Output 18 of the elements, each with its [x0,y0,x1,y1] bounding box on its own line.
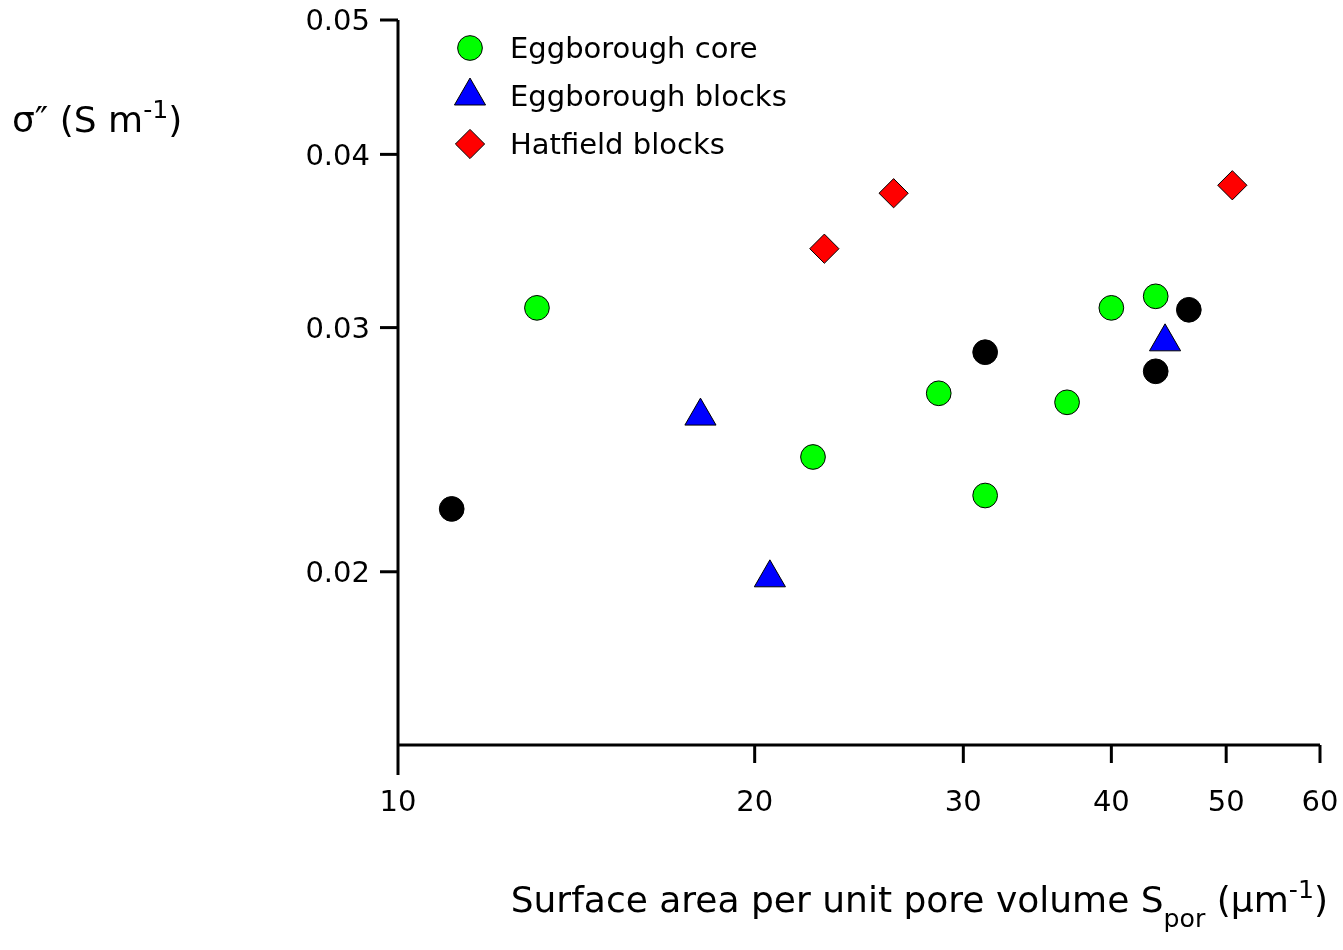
legend-label: Eggborough core [510,31,758,66]
legend-label: Hatfield blocks [510,127,725,162]
y-tick-label: 0.02 [305,554,370,589]
x-tick-label: 60 [1301,784,1339,818]
legend-entry: Eggborough core [457,31,758,66]
y-tick-label: 0.03 [305,310,370,345]
y-tick-label: 0.05 [305,3,370,38]
legend-label: Eggborough blocks [510,79,787,114]
x-tick-label: 50 [1207,784,1245,818]
x-tick-label: 20 [736,784,774,818]
legend-entry: Eggborough blocks [453,77,787,114]
legend-entry: Hatfield blocks [454,127,725,162]
x-tick-label: 30 [944,784,982,818]
y-tick-label: 0.04 [305,137,370,172]
x-axis-title: Surface area per unit pore volume S$_{por}$ (μm$^{-1}$) [510,874,1328,933]
x-tick-label: 10 [379,784,417,818]
x-tick-label: 40 [1092,784,1130,818]
y-axis-title: σ″ (S m$^{-1}$) [12,94,183,140]
